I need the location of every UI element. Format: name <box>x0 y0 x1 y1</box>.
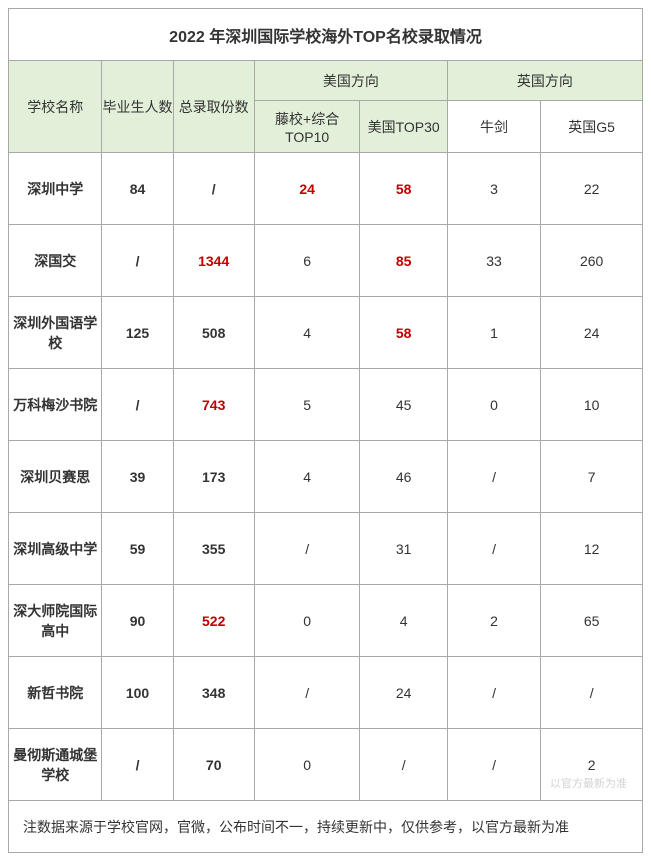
table-row: 深圳中学84/2458322 <box>9 153 643 225</box>
table-row: 曼彻斯通城堡学校/700//2 <box>9 729 643 801</box>
cell-oxbridge: 2 <box>447 585 540 657</box>
table-body: 深圳中学84/2458322深国交/134468533260深圳外国语学校125… <box>9 153 643 801</box>
cell-oxbridge: 33 <box>447 225 540 297</box>
cell-g5: 7 <box>541 441 643 513</box>
title-row: 2022 年深圳国际学校海外TOP名校录取情况 <box>9 9 643 61</box>
cell-g5: 260 <box>541 225 643 297</box>
col-uk-g5: 英国G5 <box>541 101 643 153</box>
cell-us-ivy: 4 <box>254 441 360 513</box>
cell-us-ivy: 6 <box>254 225 360 297</box>
cell-us-top30: 46 <box>360 441 447 513</box>
col-total: 总录取份数 <box>173 61 254 153</box>
cell-g5: 65 <box>541 585 643 657</box>
col-graduates: 毕业生人数 <box>102 61 173 153</box>
cell-school: 深圳高级中学 <box>9 513 102 585</box>
col-school: 学校名称 <box>9 61 102 153</box>
cell-g5: 12 <box>541 513 643 585</box>
cell-oxbridge: / <box>447 513 540 585</box>
cell-g5: 2 <box>541 729 643 801</box>
cell-total: / <box>173 153 254 225</box>
col-uk-oxbridge: 牛剑 <box>447 101 540 153</box>
cell-total: 348 <box>173 657 254 729</box>
cell-school: 深圳中学 <box>9 153 102 225</box>
table-row: 新哲书院100348/24// <box>9 657 643 729</box>
cell-us-top30: / <box>360 729 447 801</box>
cell-total: 522 <box>173 585 254 657</box>
cell-oxbridge: 0 <box>447 369 540 441</box>
cell-us-ivy: / <box>254 657 360 729</box>
cell-total: 355 <box>173 513 254 585</box>
cell-total: 743 <box>173 369 254 441</box>
admissions-table: 2022 年深圳国际学校海外TOP名校录取情况 学校名称 毕业生人数 总录取份数… <box>8 8 643 853</box>
table-row: 深国交/134468533260 <box>9 225 643 297</box>
cell-school: 深大师院国际高中 <box>9 585 102 657</box>
cell-total: 70 <box>173 729 254 801</box>
cell-graduates: 125 <box>102 297 173 369</box>
cell-oxbridge: 1 <box>447 297 540 369</box>
cell-total: 508 <box>173 297 254 369</box>
cell-us-ivy: 0 <box>254 585 360 657</box>
cell-graduates: / <box>102 729 173 801</box>
cell-g5: 24 <box>541 297 643 369</box>
cell-g5: 10 <box>541 369 643 441</box>
cell-school: 万科梅沙书院 <box>9 369 102 441</box>
cell-oxbridge: / <box>447 729 540 801</box>
note-text: 注数据来源于学校官网，官微，公布时间不一，持续更新中，仅供参考，以官方最新为准 <box>9 801 643 853</box>
cell-total: 173 <box>173 441 254 513</box>
table-row: 万科梅沙书院/743545010 <box>9 369 643 441</box>
cell-us-ivy: / <box>254 513 360 585</box>
cell-graduates: 59 <box>102 513 173 585</box>
table-row: 深大师院国际高中9052204265 <box>9 585 643 657</box>
cell-g5: / <box>541 657 643 729</box>
cell-us-ivy: 5 <box>254 369 360 441</box>
table-row: 深圳贝赛思39173446/7 <box>9 441 643 513</box>
cell-graduates: / <box>102 369 173 441</box>
note-row: 注数据来源于学校官网，官微，公布时间不一，持续更新中，仅供参考，以官方最新为准 <box>9 801 643 853</box>
cell-us-top30: 24 <box>360 657 447 729</box>
cell-us-top30: 45 <box>360 369 447 441</box>
col-us-group: 美国方向 <box>254 61 447 101</box>
cell-total: 1344 <box>173 225 254 297</box>
cell-graduates: 39 <box>102 441 173 513</box>
table-container: 2022 年深圳国际学校海外TOP名校录取情况 学校名称 毕业生人数 总录取份数… <box>8 8 643 853</box>
cell-school: 深国交 <box>9 225 102 297</box>
cell-graduates: 100 <box>102 657 173 729</box>
cell-oxbridge: / <box>447 441 540 513</box>
cell-graduates: 90 <box>102 585 173 657</box>
cell-graduates: / <box>102 225 173 297</box>
col-us-top30: 美国TOP30 <box>360 101 447 153</box>
cell-us-top30: 85 <box>360 225 447 297</box>
cell-us-top30: 4 <box>360 585 447 657</box>
cell-us-top30: 58 <box>360 297 447 369</box>
cell-oxbridge: 3 <box>447 153 540 225</box>
table-row: 深圳高级中学59355/31/12 <box>9 513 643 585</box>
cell-school: 曼彻斯通城堡学校 <box>9 729 102 801</box>
cell-school: 新哲书院 <box>9 657 102 729</box>
cell-school: 深圳贝赛思 <box>9 441 102 513</box>
cell-us-top30: 31 <box>360 513 447 585</box>
cell-us-ivy: 24 <box>254 153 360 225</box>
cell-g5: 22 <box>541 153 643 225</box>
cell-school: 深圳外国语学校 <box>9 297 102 369</box>
cell-oxbridge: / <box>447 657 540 729</box>
cell-us-top30: 58 <box>360 153 447 225</box>
col-uk-group: 英国方向 <box>447 61 642 101</box>
table-title: 2022 年深圳国际学校海外TOP名校录取情况 <box>9 9 643 61</box>
table-row: 深圳外国语学校125508458124 <box>9 297 643 369</box>
cell-us-ivy: 0 <box>254 729 360 801</box>
header-row-1: 学校名称 毕业生人数 总录取份数 美国方向 英国方向 <box>9 61 643 101</box>
col-us-ivy: 藤校+综合TOP10 <box>254 101 360 153</box>
cell-graduates: 84 <box>102 153 173 225</box>
cell-us-ivy: 4 <box>254 297 360 369</box>
